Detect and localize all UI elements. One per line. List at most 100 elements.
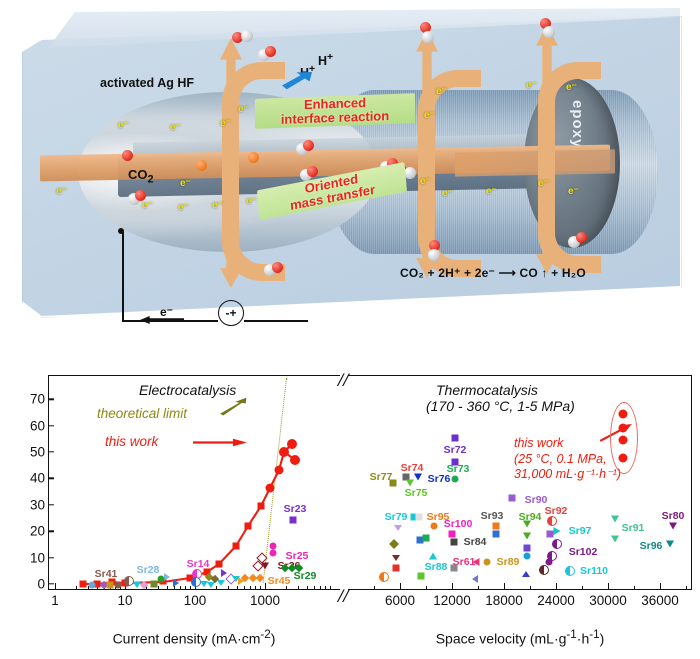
tw-line-2: (25 °C, 0.1 MPa,: [514, 451, 607, 466]
thermocatalysis-plot: 6000 12000 18000 24000 30000 36000 Therm…: [348, 375, 692, 608]
y-tick-0: 0: [37, 576, 45, 592]
x-tick-24000: 24000: [537, 593, 575, 608]
this-work-marker: [232, 542, 240, 550]
lit-marker-sr102: [552, 539, 562, 549]
lit-marker-misc: [379, 572, 389, 582]
lit-marker-sr95: [430, 522, 438, 530]
lit-label-sr79: Sr79: [384, 511, 408, 523]
lit-label-sr72: Sr72: [443, 444, 467, 456]
this-work-thermo-point: [618, 435, 628, 445]
lit-label-sr97: Sr97: [568, 525, 592, 537]
lit-marker-sr73: [451, 475, 459, 483]
lit-marker-cluster: [207, 582, 215, 588]
this-work-highlight-ellipse: [610, 402, 638, 474]
lit-marker-sr92: [547, 516, 557, 526]
external-electron-label: e⁻: [160, 305, 174, 319]
lit-marker-misc: [546, 530, 554, 538]
lit-marker-sr26: [261, 562, 269, 570]
lit-label-sr23: Sr23: [283, 503, 307, 515]
lit-label-sr41: Sr41: [94, 568, 118, 580]
lit-marker-misc: [392, 564, 400, 572]
lit-label-sr90: Sr90: [524, 494, 548, 506]
tw-line-1: this work: [514, 436, 564, 450]
circuit-contact-dot: [118, 228, 124, 234]
lit-marker-sr110: [565, 566, 575, 576]
electron-label: e⁻: [56, 186, 67, 197]
electron-label: e⁻: [178, 202, 189, 213]
lit-marker-misc: [492, 530, 500, 538]
x-tick-6000: 6000: [384, 593, 416, 608]
lit-marker-misc: [539, 565, 549, 575]
lit-label-sr45: Sr45: [267, 575, 291, 587]
lit-label-sr96: Sr96: [639, 540, 663, 552]
lit-marker-cluster: [173, 579, 179, 587]
proton-label-2: H+: [318, 52, 334, 69]
electron-label: e⁻: [568, 186, 579, 197]
lit-label-sr110: Sr110: [579, 565, 609, 577]
electron-label: e⁻: [420, 176, 431, 187]
y-tick-70: 70: [29, 391, 45, 407]
this-work-marker: [203, 568, 211, 576]
electron-label: e⁻: [442, 188, 453, 199]
lit-marker-misc: [416, 536, 424, 544]
y-tick-60: 60: [29, 418, 45, 434]
tw-line-3: 31,000 mL·g⁻¹·h⁻¹): [514, 467, 621, 482]
lit-marker-sr74: [402, 473, 410, 481]
electron-flow-arrow-icon: [140, 316, 184, 324]
electron-label: e⁻: [212, 200, 223, 211]
chart-panel: CO2 conversion rate (%) 0 10 20 30 40 50…: [0, 345, 700, 659]
this-work-marker: [79, 580, 87, 588]
y-tick-20: 20: [29, 523, 45, 539]
lit-marker-cluster: [238, 577, 244, 585]
x-tick-18000: 18000: [485, 593, 523, 608]
circuit-wire-vertical: [122, 232, 124, 322]
lit-marker-sr75: [406, 479, 414, 487]
electron-label: e⁻: [142, 200, 153, 211]
lit-marker-cluster: [269, 542, 277, 550]
lit-marker-sr93: [492, 522, 500, 530]
theoretical-limit-annotation: theoretical limit: [97, 406, 188, 421]
lit-marker-sr84: [450, 538, 458, 546]
this-work-thermo-point: [618, 409, 628, 419]
lit-marker-cluster: [217, 580, 225, 586]
lit-label-sr76: Sr76: [427, 473, 451, 485]
lit-marker-cluster: [157, 575, 165, 583]
lit-label-sr28: Sr28: [136, 564, 160, 576]
lit-marker-sr28: [164, 573, 170, 581]
this-work-marker: [274, 465, 284, 475]
lit-marker-sr97: [553, 527, 561, 535]
lit-marker-misc: [417, 572, 425, 580]
this-work-marker: [265, 483, 275, 493]
lit-marker-sr91b: [611, 535, 619, 543]
lit-marker-misc: [523, 552, 531, 560]
power-source-symbol: -+: [218, 300, 244, 326]
lit-label-sr61: Sr61: [452, 556, 476, 568]
lit-marker-sr41: [124, 576, 134, 586]
this-work-marker: [257, 502, 265, 510]
lit-marker-sr90: [508, 494, 516, 502]
y-tick-50: 50: [29, 444, 45, 460]
electron-label: e⁻: [238, 104, 249, 115]
lit-marker-sr88: [429, 552, 437, 560]
lit-marker-sr25: [269, 549, 277, 557]
lit-label-sr14: Sr14: [186, 558, 210, 570]
this-work-marker: [287, 439, 297, 449]
lit-marker-sr100: [448, 530, 456, 538]
lit-marker-sr72b: [451, 458, 459, 466]
lit-label-sr94: Sr94: [518, 511, 542, 523]
lit-marker-cluster: [88, 581, 96, 589]
lit-marker-misc: [394, 525, 402, 531]
lit-marker-cluster: [221, 569, 227, 577]
lit-marker-misc: [422, 534, 430, 542]
lit-marker-cluster: [114, 581, 122, 589]
this-work-annotation: this work: [105, 434, 159, 449]
lit-marker-sr80: [669, 522, 677, 530]
lit-marker-cluster: [200, 581, 208, 587]
electrocatalysis-plot: 0 10 20 30 40 50 60 70 1 10 100 1000 Ele…: [30, 375, 340, 608]
lit-marker-sr96: [666, 540, 674, 548]
lit-label-sr95: Sr95: [426, 511, 450, 523]
electron-label: e⁻: [436, 86, 447, 97]
this-work-marker: [290, 455, 300, 465]
lit-marker-sr89: [483, 558, 491, 566]
lit-label-sr93: Sr93: [480, 510, 504, 522]
